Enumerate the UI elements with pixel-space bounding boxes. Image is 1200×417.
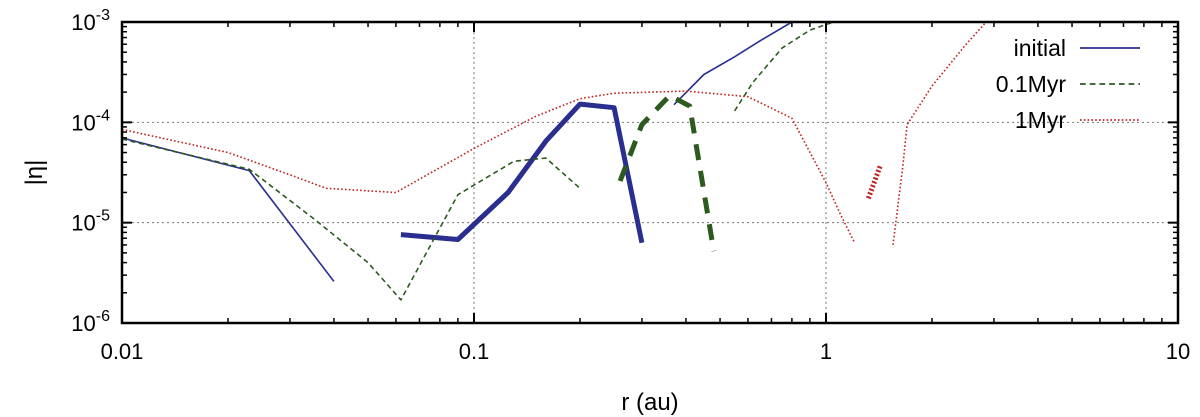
- plot-frame: [120, 20, 1180, 325]
- x-tick-label: 0.1: [459, 339, 490, 364]
- series-line-1Myr-segment-2: [866, 163, 884, 200]
- y-axis-label: |η|: [21, 160, 48, 186]
- series-line-1Myr-segment-3: [892, 22, 987, 245]
- legend: initial 0.1Myr 1Myr: [996, 35, 1140, 133]
- series-line-initial-segment-2: [400, 101, 645, 244]
- x-tick-label: 1: [820, 339, 832, 364]
- legend-label: 0.1Myr: [996, 71, 1067, 97]
- legend-label: initial: [1014, 35, 1066, 61]
- grid-lines: [122, 22, 1178, 323]
- y-tick-label: 10-5: [71, 208, 110, 236]
- series-line-1Myr-segment-1: [122, 90, 855, 242]
- x-tick-label: 10: [1166, 339, 1190, 364]
- series-line-0.1Myr-segment-3: [733, 22, 834, 112]
- x-axis-label: r (au): [621, 389, 678, 416]
- series-line-initial-segment-1: [122, 137, 335, 282]
- legend-label: 1Myr: [1015, 107, 1066, 133]
- y-tick-label: 10-6: [71, 308, 110, 336]
- x-tick-label: 0.01: [101, 339, 144, 364]
- y-tick-label: 10-4: [71, 107, 110, 135]
- series-lines: [122, 22, 987, 301]
- y-tick-label: 10-3: [71, 7, 110, 35]
- series-line-initial-segment-3: [673, 22, 793, 106]
- series-line-0.1Myr-segment-2: [617, 93, 717, 252]
- axis-ticks: 0.01 0.1 1 10 10-6 10-5 10-4 10-3: [71, 7, 1190, 364]
- series-line-0.1Myr-segment-1: [122, 138, 581, 301]
